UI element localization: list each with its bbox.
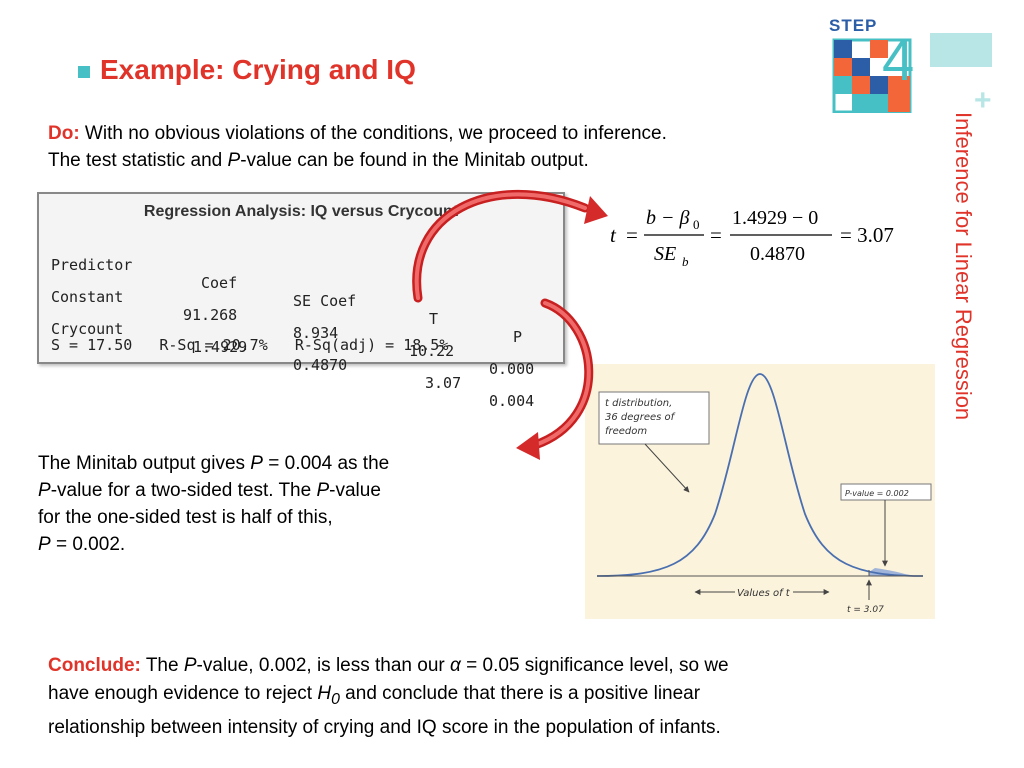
mt-text-4p: P — [38, 534, 51, 555]
cell-se-coef: 0.4870 — [293, 356, 348, 374]
conclude-h: H — [317, 683, 332, 704]
plus-glyph: + — [974, 84, 992, 113]
mt-text-1p: P — [250, 453, 263, 474]
cell-coef: 1.4929 — [193, 338, 248, 356]
formula-eq-2: = — [710, 223, 722, 247]
conclude-lead: Conclude: — [48, 655, 141, 676]
header-coef: Coef — [201, 274, 238, 292]
mt-text-2b: -value — [329, 480, 381, 501]
header-p: P — [513, 328, 523, 346]
cell-p: 0.004 — [489, 392, 535, 410]
cell-predictor: Crycount — [51, 320, 124, 338]
minitab-title: Regression Analysis: IQ versus Crycount — [143, 203, 459, 220]
step-word: STEP — [829, 16, 878, 35]
axis-label: Values of t — [737, 588, 791, 599]
conclude-2b: and conclude that there is a positive li… — [339, 683, 701, 704]
cell-predictor: Constant — [51, 288, 124, 306]
title-bullet — [78, 66, 90, 78]
table-row: Crycount 1.4929 0.4870 3.07 0.004 — [51, 302, 551, 410]
conclude-c: = 0.05 significance level, so we — [460, 655, 729, 676]
mt-text-2p2: P — [316, 480, 330, 501]
p-label-box — [840, 483, 932, 501]
formula-den-1: SE — [654, 243, 676, 265]
mt-text-2a: -value for a two-sided test. The — [50, 480, 317, 501]
cell-t: 10.22 — [409, 342, 455, 360]
mt-text-2p: P — [38, 480, 51, 501]
table-row: Constant 91.268 8.934 10.22 0.000 — [51, 270, 551, 378]
conclude-a: The — [140, 655, 184, 676]
formula-den-2: 0.4870 — [750, 243, 805, 265]
formula-num-2: 1.4929 − 0 — [732, 207, 818, 229]
step-logo: 4 + — [832, 28, 992, 113]
conclude-alpha: α — [450, 655, 461, 676]
header-t: T — [429, 310, 439, 328]
do-paragraph: Do: With no obvious violations of the co… — [48, 120, 908, 174]
conclude-p: P — [183, 655, 197, 676]
dist-label-box — [598, 391, 710, 445]
header-predictor: Predictor — [51, 256, 133, 274]
mt-text-3: for the one-sided test is half of this, — [38, 507, 333, 528]
header-se-coef: SE Coef — [293, 292, 357, 310]
do-text-2b: -value can be found in the Minitab outpu… — [240, 150, 589, 171]
minitab-output: Regression Analysis: IQ versus Crycount … — [37, 192, 565, 410]
t-statistic-formula: t = b − β 0 SE b = 1.4929 − 0 0.4870 = 3… — [610, 207, 894, 269]
t-value-label: t = 3.07 — [847, 605, 884, 615]
dist-label-1: t distribution, — [605, 398, 672, 409]
t-distribution-figure: t distribution, 36 degrees of freedom P-… — [585, 364, 935, 619]
formula-beta-sub: 0 — [693, 217, 700, 232]
formula-eq-1: = — [626, 223, 638, 247]
conclude-b: -value, 0.002, is less than our — [196, 655, 451, 676]
conclude-2a: have enough evidence to reject — [48, 683, 318, 704]
formula-t: t — [610, 223, 617, 247]
do-text-1: With no obvious violations of the condit… — [79, 123, 667, 144]
cell-p: 0.000 — [489, 360, 535, 378]
formula-num-1: b − β — [646, 207, 689, 229]
formula-den-1-sub: b — [682, 254, 689, 269]
t-curve — [596, 373, 924, 577]
step-number: 4 — [882, 28, 914, 93]
formula-result: = 3.07 — [840, 223, 894, 247]
conclude-h-sub: 0 — [331, 690, 340, 708]
conclude-paragraph: Conclude: The P-value, 0.002, is less th… — [48, 652, 988, 742]
do-text-2-italic: P — [227, 150, 241, 171]
mt-text-1a: The Minitab output gives — [38, 453, 251, 474]
mt-text-1b: = 0.004 as the — [262, 453, 390, 474]
do-lead: Do: — [48, 123, 80, 144]
page-title: Example: Crying and IQ — [100, 54, 416, 85]
cell-se-coef: 8.934 — [293, 324, 339, 342]
do-text-2a: The test statistic and — [48, 150, 228, 171]
conclude-3: relationship between intensity of crying… — [48, 716, 721, 738]
p-value-label: P-value = 0.002 — [845, 489, 909, 498]
dist-label-3: freedom — [605, 426, 647, 437]
side-label: Inference for Linear Regression — [951, 112, 976, 421]
minitab-paragraph: The Minitab output gives P = 0.004 as th… — [38, 450, 518, 558]
cell-t: 3.07 — [425, 374, 462, 392]
minitab-summary: S = 17.50 R-Sq = 20.7% R-Sq(adj) = 18.5% — [51, 336, 449, 354]
mt-text-4b: = 0.002. — [50, 534, 126, 555]
arrow-head-text — [516, 432, 540, 460]
minitab-header-row: Predictor Coef SE Coef T P — [51, 238, 551, 346]
cell-coef: 91.268 — [183, 306, 238, 324]
dist-label-2: 36 degrees of — [605, 412, 676, 423]
